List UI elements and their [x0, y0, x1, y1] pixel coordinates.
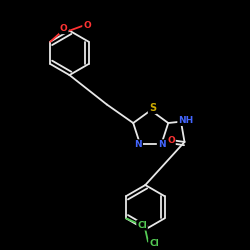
Text: Cl: Cl	[149, 239, 159, 248]
Text: O: O	[83, 21, 91, 30]
Text: NH: NH	[178, 116, 194, 125]
Text: N: N	[134, 140, 142, 149]
Text: O: O	[167, 136, 175, 145]
Text: S: S	[149, 103, 156, 113]
Text: N: N	[158, 140, 165, 149]
Text: O: O	[60, 24, 68, 33]
Text: Cl: Cl	[137, 221, 147, 230]
